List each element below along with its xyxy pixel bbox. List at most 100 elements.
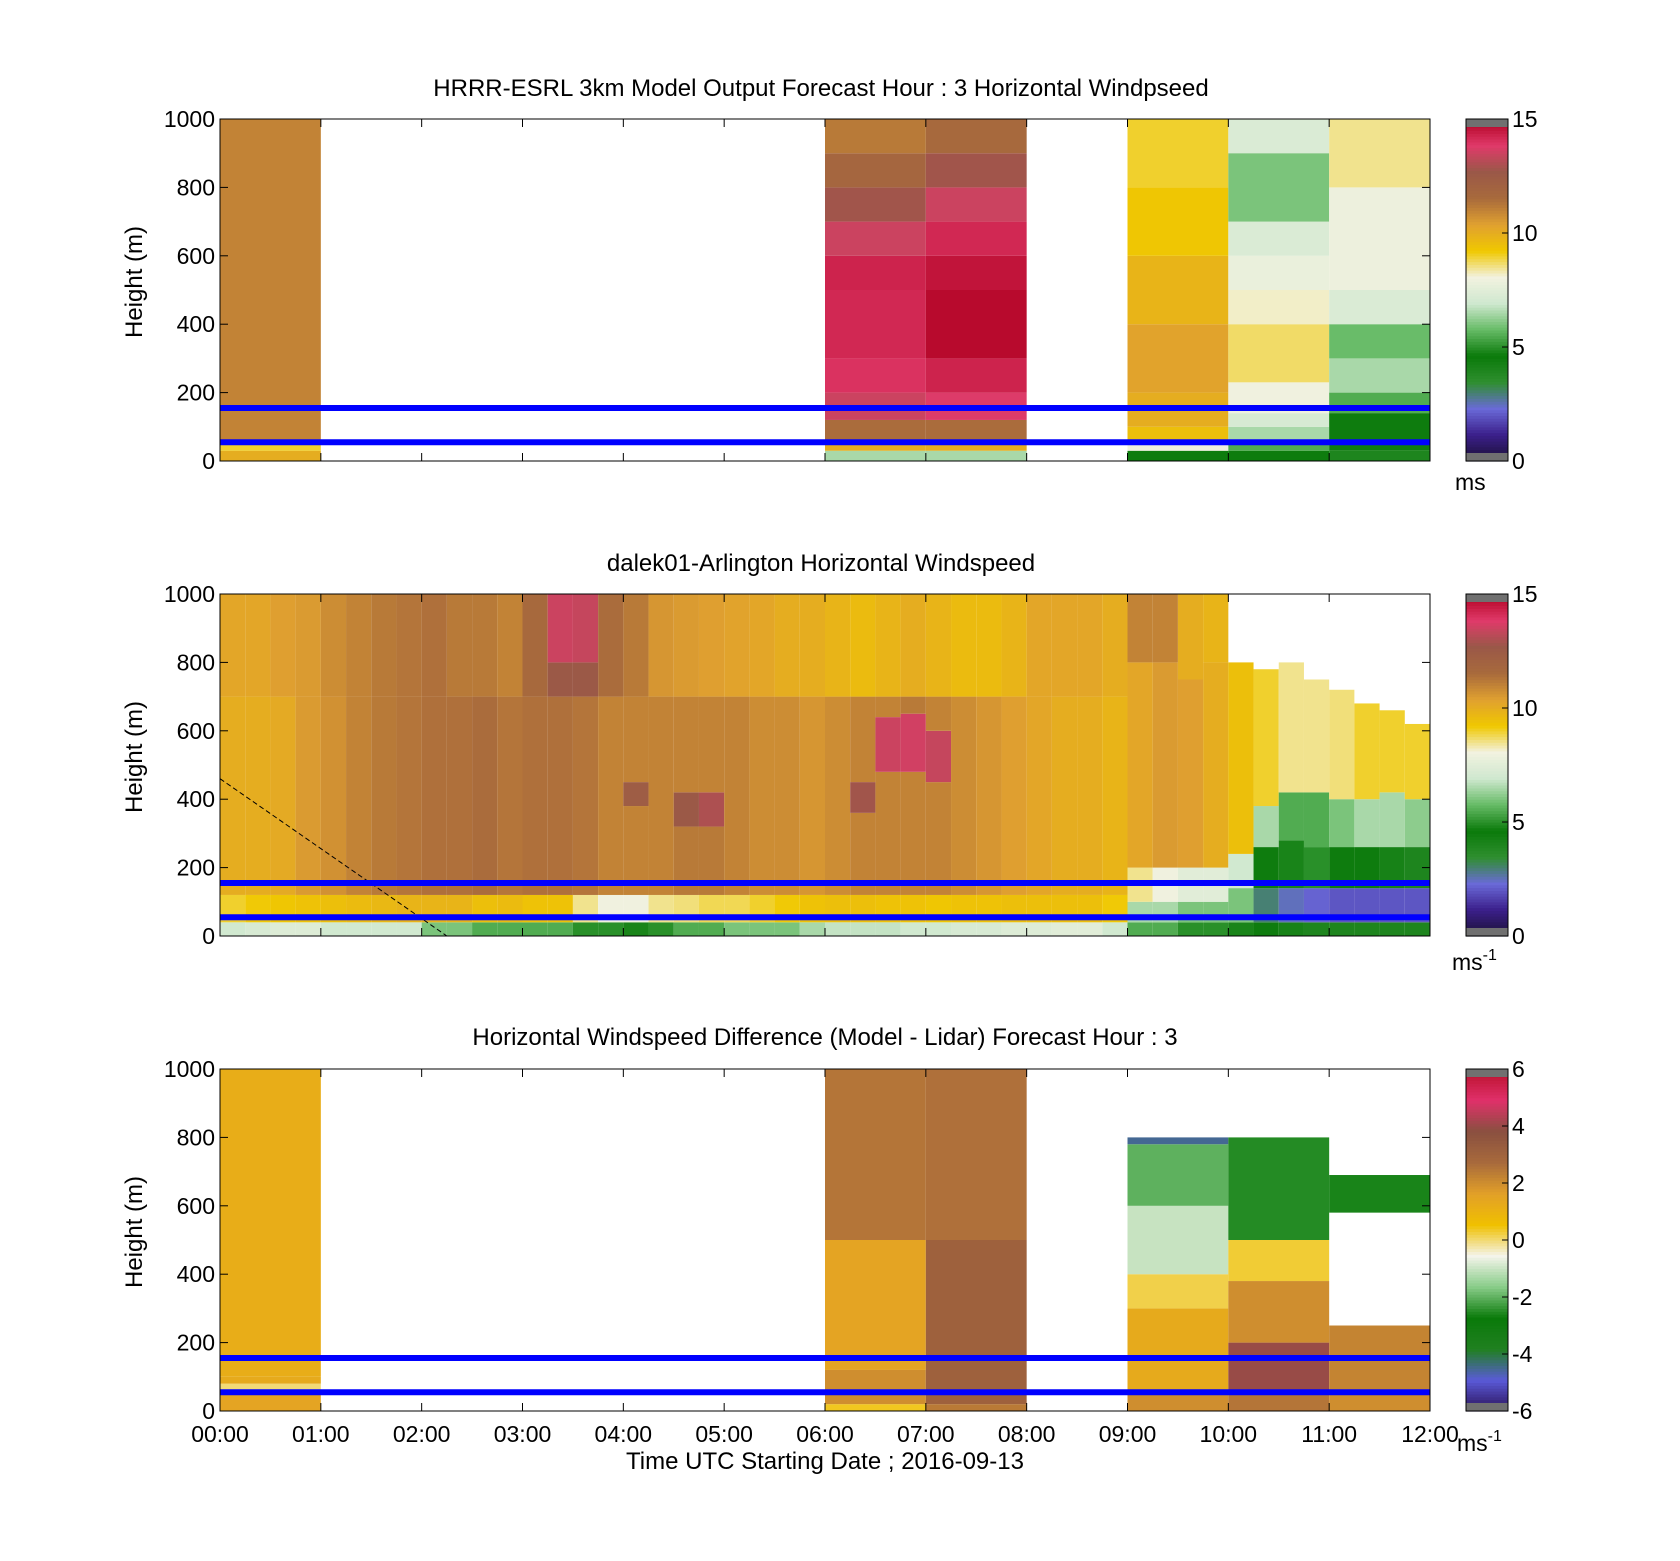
heatmap-cell <box>1228 426 1330 441</box>
colorbar-swatch <box>1466 1077 1508 1081</box>
colorbar-swatch <box>1466 659 1508 663</box>
colorbar-swatch <box>1466 1214 1508 1218</box>
colorbar-swatch <box>1466 770 1508 775</box>
colorbar-swatch <box>1466 727 1508 732</box>
heatmap-cell <box>396 696 422 895</box>
colorbar-swatch <box>1466 1291 1508 1295</box>
colorbar-swatch <box>1466 198 1508 203</box>
colorbar-over-cap <box>1466 119 1508 127</box>
colorbar-swatch <box>1466 255 1508 260</box>
colorbar-swatch <box>1466 619 1508 624</box>
colorbar-swatch <box>1466 747 1508 752</box>
colorbar-swatch <box>1466 1240 1508 1244</box>
colorbar-swatch <box>1466 1265 1508 1270</box>
colorbar-swatch <box>1466 1396 1508 1401</box>
colorbar-swatch <box>1466 802 1508 806</box>
colorbar-tick-label: -2 <box>1512 1284 1532 1310</box>
x-tick-label: 12:00 <box>1401 1421 1459 1447</box>
panel-difference: Horizontal Windspeed Difference (Model -… <box>121 1024 1533 1475</box>
heatmap-cell <box>1228 450 1330 461</box>
colorbar-swatch <box>1466 1205 1508 1210</box>
colorbar-swatch <box>1466 1231 1508 1235</box>
colorbar-frame <box>1465 118 1509 462</box>
colorbar-swatch <box>1466 636 1508 641</box>
heatmap-cell <box>623 922 649 936</box>
colorbar-swatch <box>1466 298 1508 302</box>
colorbar-swatch <box>1466 258 1508 263</box>
colorbar-swatch <box>1466 767 1508 772</box>
colorbar-swatch <box>1466 884 1508 889</box>
heatmap-cell <box>673 696 699 793</box>
colorbar-swatch <box>1466 127 1508 131</box>
colorbar-swatch <box>1466 839 1508 843</box>
heatmap-cell <box>1026 922 1052 936</box>
colorbar-swatch <box>1466 1294 1508 1298</box>
colorbar-swatch <box>1466 904 1508 909</box>
colorbar-swatch <box>1466 1302 1508 1307</box>
colorbar-swatch <box>1466 181 1508 186</box>
colorbar-swatch <box>1466 1134 1508 1138</box>
x-tick-label: 00:00 <box>191 1421 249 1447</box>
heatmap-cell <box>1404 799 1430 848</box>
colorbar-swatch <box>1466 1222 1508 1227</box>
colorbar-swatch <box>1466 1351 1508 1355</box>
heatmap-cell <box>1253 922 1279 936</box>
heatmap-cell <box>951 696 977 895</box>
colorbar-swatch <box>1466 147 1508 151</box>
heatmap-cell <box>875 594 901 697</box>
colorbar-swatch <box>1466 1220 1508 1224</box>
heatmap-cell <box>1127 255 1229 325</box>
colorbar-swatch <box>1466 441 1508 445</box>
colorbar-swatch <box>1466 1248 1508 1252</box>
colorbar-swatch <box>1466 233 1508 237</box>
colorbar-swatch <box>1466 138 1508 143</box>
heatmap-cell <box>396 594 422 697</box>
colorbar-swatch <box>1466 1257 1508 1261</box>
heatmap-cell <box>1329 799 1355 848</box>
heatmap-cell <box>1228 922 1254 936</box>
colorbar-swatch <box>1466 295 1508 300</box>
heatmap-cell <box>825 119 926 154</box>
heatmap-cell <box>1203 922 1229 936</box>
colorbar-swatch <box>1466 364 1508 368</box>
y-tick-label: 1000 <box>164 581 215 607</box>
colorbar-tick-label: 5 <box>1512 809 1525 835</box>
heatmap-cell <box>220 1390 321 1411</box>
heatmap-cell <box>472 922 498 936</box>
heatmap-cell <box>875 922 901 936</box>
heatmap-cell <box>825 290 926 359</box>
colorbar-swatch <box>1466 1282 1508 1287</box>
heatmap-cell <box>925 440 1027 451</box>
heatmap-cell <box>925 119 1027 154</box>
y-tick-label: 600 <box>177 243 215 269</box>
colorbar-swatch <box>1466 1259 1508 1264</box>
colorbar-swatch <box>1466 1339 1508 1344</box>
heatmap-cell <box>572 696 599 895</box>
colorbar-tick-label: 10 <box>1512 695 1538 721</box>
colorbar-swatch <box>1466 1311 1508 1315</box>
panel-model-colorbar: 0 5 10 15 <box>1465 106 1538 474</box>
colorbar-swatch <box>1466 847 1508 852</box>
heatmap-cell <box>245 696 271 895</box>
colorbar-swatch <box>1466 1177 1508 1181</box>
heatmap-cell <box>1001 594 1027 697</box>
y-tick-label: 400 <box>177 786 215 812</box>
heatmap-cell <box>825 440 926 451</box>
colorbar-swatch <box>1466 270 1508 274</box>
colorbar-swatch <box>1466 916 1508 920</box>
colorbar-swatch <box>1466 1180 1508 1184</box>
colorbar-swatch <box>1466 662 1508 666</box>
panel-model-yticks: 0 200 400 600 800 1000 <box>164 106 215 474</box>
heatmap-cell <box>925 153 1027 188</box>
colorbar-swatch <box>1466 150 1508 154</box>
colorbar-swatch <box>1466 716 1508 720</box>
colorbar-swatch <box>1466 312 1508 317</box>
heatmap-cell <box>270 696 296 895</box>
colorbar-swatch <box>1466 287 1508 291</box>
heatmap-cell <box>698 696 725 793</box>
heatmap-cell <box>1077 696 1103 895</box>
heatmap-cell <box>1228 1137 1330 1240</box>
heatmap-cell <box>220 1376 321 1384</box>
colorbar-swatch <box>1466 879 1508 883</box>
heatmap-cell <box>522 922 548 936</box>
